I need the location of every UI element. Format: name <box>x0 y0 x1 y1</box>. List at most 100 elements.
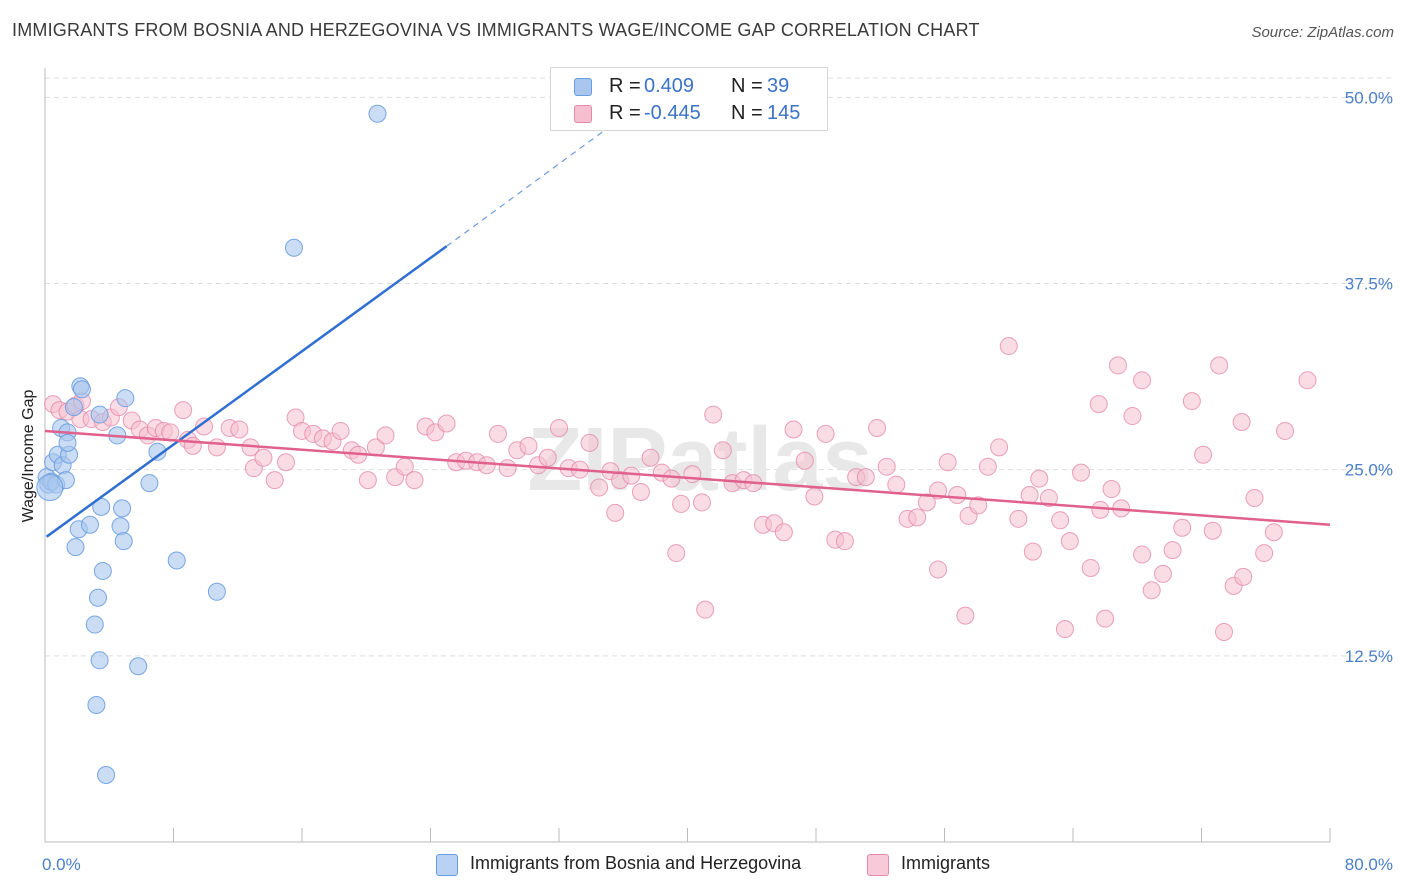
data-point <box>969 496 988 515</box>
stats-row-bosnia: R = 0.409 N = 39 <box>551 74 827 100</box>
data-point <box>1060 532 1079 551</box>
gridlines <box>45 77 1392 657</box>
y-tick-label: 50.0% <box>1345 88 1393 107</box>
data-point <box>978 457 997 476</box>
data-point <box>1173 518 1192 537</box>
data-point <box>1142 581 1161 600</box>
data-point <box>1214 623 1233 642</box>
data-point <box>1030 469 1049 488</box>
y-axis-title: Wage/Income Gap <box>20 390 37 523</box>
data-point <box>207 582 226 601</box>
data-point <box>877 457 896 476</box>
data-point <box>116 389 135 408</box>
stats-row-immigrants: R = -0.445 N = 145 <box>551 101 827 127</box>
data-point <box>265 471 284 490</box>
data-point <box>80 515 99 534</box>
data-point <box>93 561 112 580</box>
data-point <box>683 465 702 484</box>
data-point <box>956 606 975 625</box>
data-point <box>1091 500 1110 519</box>
data-point <box>1194 445 1213 464</box>
axes <box>44 68 1331 843</box>
n-label: N = <box>731 75 763 97</box>
data-point <box>140 474 159 493</box>
data-point <box>784 420 803 439</box>
n-label: N = <box>731 102 763 124</box>
n-value: 39 <box>767 75 790 97</box>
data-point <box>72 380 91 399</box>
y-tick-label: 25.0% <box>1345 461 1393 480</box>
x-tick-label: 80.0% <box>1345 855 1393 874</box>
data-point <box>114 532 133 551</box>
data-point <box>36 474 64 502</box>
data-point <box>230 420 249 439</box>
data-point <box>868 418 887 437</box>
data-point <box>64 398 83 417</box>
data-point <box>713 441 732 460</box>
data-point <box>641 448 660 467</box>
data-point <box>1210 356 1229 375</box>
data-point <box>805 487 824 506</box>
pink-swatch-icon <box>574 105 592 123</box>
pink-legend-icon <box>867 854 889 876</box>
data-point <box>631 483 650 502</box>
data-point <box>662 469 681 488</box>
data-point <box>1133 371 1152 390</box>
blue-legend-icon <box>436 854 458 876</box>
data-point <box>498 459 517 478</box>
data-point <box>477 456 496 475</box>
data-point <box>1203 521 1222 540</box>
data-point <box>376 426 395 445</box>
data-point <box>284 238 303 257</box>
data-point <box>368 104 387 123</box>
data-point <box>437 414 456 433</box>
data-point <box>1096 609 1115 628</box>
data-point <box>183 436 202 455</box>
data-point <box>1298 371 1317 390</box>
data-point <box>276 453 295 472</box>
data-point <box>1102 480 1121 499</box>
data-point <box>1232 413 1251 432</box>
data-point <box>590 478 609 497</box>
data-point <box>692 493 711 512</box>
data-point <box>90 651 109 670</box>
data-point <box>1234 567 1253 586</box>
data-point <box>195 417 214 436</box>
data-point <box>1072 463 1091 482</box>
data-point <box>87 695 106 714</box>
data-point <box>85 615 104 634</box>
data-point <box>358 471 377 490</box>
data-point <box>1081 558 1100 577</box>
y-tick-label: 12.5% <box>1345 647 1393 666</box>
series-bosnia-points <box>36 104 387 784</box>
data-point <box>1153 564 1172 583</box>
data-point <box>622 466 641 485</box>
data-point <box>917 493 936 512</box>
r-label: R = <box>609 75 641 97</box>
legend-label: Immigrants from Bosnia and Herzegovina <box>470 853 802 873</box>
data-point <box>887 475 906 494</box>
data-point <box>1163 541 1182 560</box>
data-point <box>938 453 957 472</box>
data-point <box>1245 488 1264 507</box>
data-point <box>148 442 167 461</box>
data-point <box>672 494 691 513</box>
data-point <box>550 418 568 437</box>
chart-title: IMMIGRANTS FROM BOSNIA AND HERZEGOVINA V… <box>12 20 980 40</box>
n-value: 145 <box>767 102 801 124</box>
data-point <box>795 451 814 470</box>
data-point <box>774 523 793 542</box>
data-point <box>1051 511 1070 530</box>
tick-labels: 12.5% 25.0% 37.5% 50.0% 0.0% 80.0% <box>42 88 1393 874</box>
data-point <box>207 438 226 457</box>
x-tick-label: 0.0% <box>42 855 81 874</box>
data-point <box>1255 544 1274 563</box>
legend-label: Immigrants <box>901 853 991 873</box>
data-point <box>254 448 273 467</box>
r-value: -0.445 <box>644 102 701 124</box>
y-tick-label: 37.5% <box>1345 275 1393 294</box>
data-point <box>606 503 625 522</box>
data-point <box>111 517 130 536</box>
data-point <box>856 468 875 487</box>
